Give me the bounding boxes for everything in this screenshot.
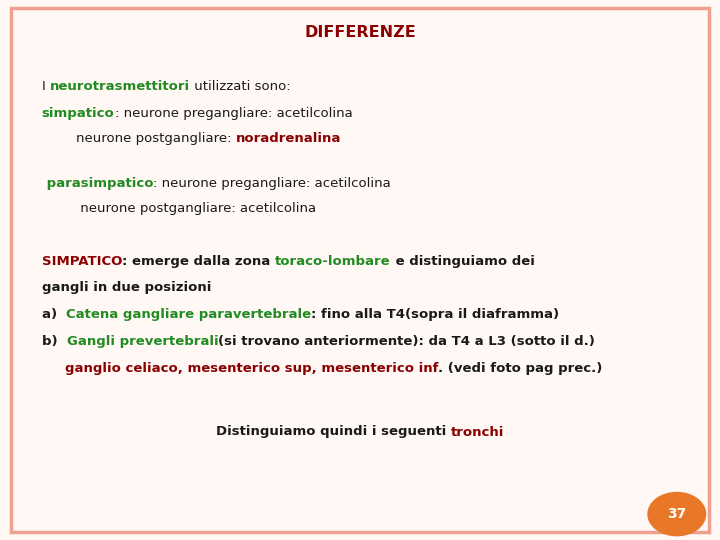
Text: Catena gangliare paravertebrale: Catena gangliare paravertebrale [66,308,311,321]
Text: simpatico: simpatico [42,107,114,120]
Text: toraco-lombare: toraco-lombare [275,255,391,268]
Text: neurone postgangliare:: neurone postgangliare: [42,132,235,145]
Text: b): b) [42,335,67,348]
Circle shape [648,492,706,536]
Text: tronchi: tronchi [451,426,504,438]
Text: parasimpatico: parasimpatico [42,177,153,190]
Text: 37: 37 [667,507,686,521]
Text: ganglio celiaco, mesenterico sup, mesenterico inf: ganglio celiaco, mesenterico sup, mesent… [65,362,438,375]
Text: SIMPATICO: SIMPATICO [42,255,122,268]
Text: I: I [42,80,50,93]
Text: (si trovano anteriormente): da T4 a L3 (sotto il d.): (si trovano anteriormente): da T4 a L3 (… [218,335,595,348]
Text: Gangli prevertebrali: Gangli prevertebrali [67,335,218,348]
Text: a): a) [42,308,66,321]
Text: : emerge dalla zona: : emerge dalla zona [122,255,275,268]
Text: utilizzati sono:: utilizzati sono: [190,80,290,93]
Text: : neurone pregangliare: acetilcolina: : neurone pregangliare: acetilcolina [114,107,352,120]
Text: Distinguiamo quindi i seguenti: Distinguiamo quindi i seguenti [216,426,451,438]
Text: DIFFERENZE: DIFFERENZE [304,25,416,40]
Text: noradrenalina: noradrenalina [235,132,341,145]
Text: . (vedi foto pag prec.): . (vedi foto pag prec.) [438,362,603,375]
Text: e distinguiamo dei: e distinguiamo dei [391,255,534,268]
Text: neurone postgangliare: acetilcolina: neurone postgangliare: acetilcolina [42,202,316,215]
Text: : fino alla T4(sopra il diaframma): : fino alla T4(sopra il diaframma) [311,308,559,321]
Text: neurotrasmettitori: neurotrasmettitori [50,80,190,93]
FancyBboxPatch shape [11,8,709,532]
Text: : neurone pregangliare: acetilcolina: : neurone pregangliare: acetilcolina [153,177,391,190]
Text: gangli in due posizioni: gangli in due posizioni [42,281,211,294]
